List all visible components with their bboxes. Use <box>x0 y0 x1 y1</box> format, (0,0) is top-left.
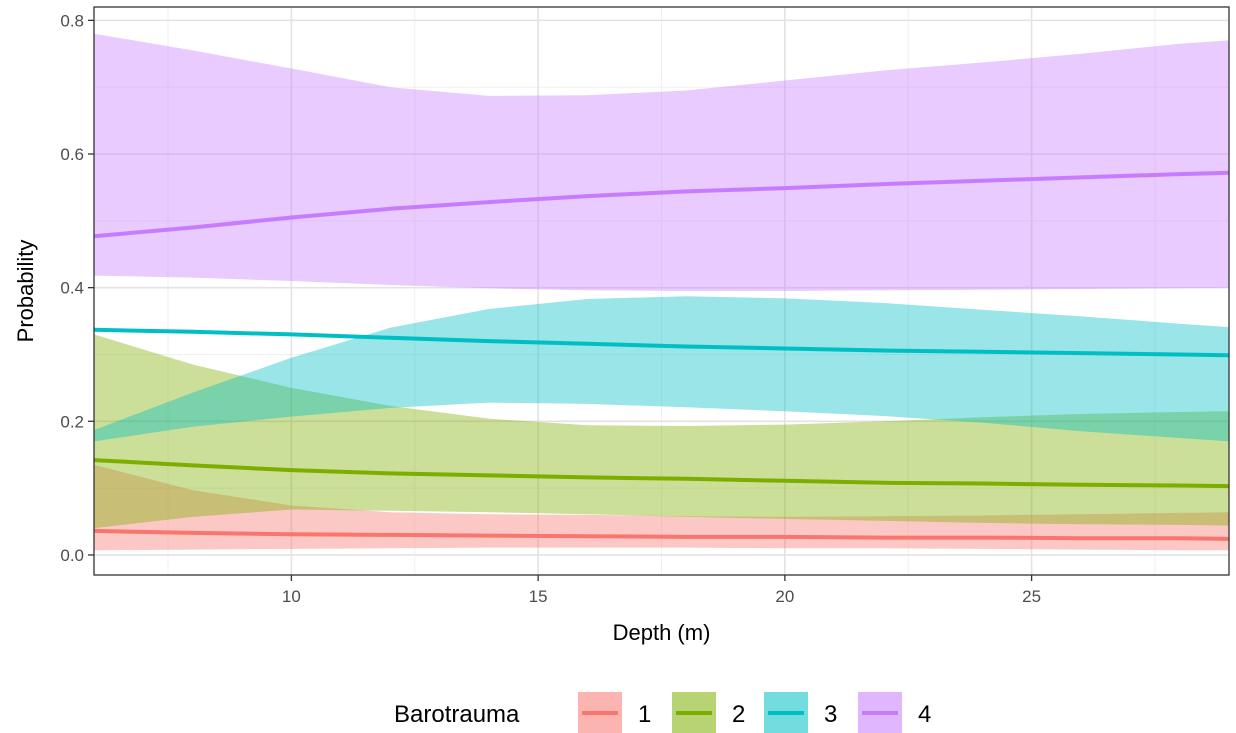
ribbon-series-1 <box>94 464 1229 551</box>
x-tick-label: 25 <box>1022 587 1041 606</box>
legend-title: Barotrauma <box>394 701 520 728</box>
ribbon-series-4 <box>94 33 1229 291</box>
legend-label-3: 3 <box>824 701 837 728</box>
legend-label-4: 4 <box>918 701 931 728</box>
line-series-4 <box>93 170 1230 239</box>
line-series-2 <box>93 458 1230 489</box>
legend-label-2: 2 <box>732 701 745 728</box>
ribbon-series-2 <box>94 334 1229 529</box>
y-tick-label: 0.6 <box>60 145 84 164</box>
legend-label-1: 1 <box>638 701 651 728</box>
y-axis: 0.0 0.2 0.4 0.6 0.8 <box>60 11 94 565</box>
y-tick-label: 0.8 <box>60 11 84 30</box>
confidence-ribbons <box>94 33 1229 551</box>
x-axis: 10 15 20 25 <box>282 575 1041 606</box>
y-tick-label: 0.2 <box>60 412 84 431</box>
panel-border <box>93 6 1230 576</box>
x-tick-label: 20 <box>775 587 794 606</box>
y-tick-label: 0.4 <box>60 279 84 298</box>
legend-items: 1 2 3 4 <box>578 692 931 733</box>
x-axis-title: Depth (m) <box>613 620 711 645</box>
y-axis-title: Probability <box>13 240 38 343</box>
line-series-1 <box>93 528 1230 541</box>
x-tick-label: 15 <box>529 587 548 606</box>
series-lines <box>93 170 1230 541</box>
grid-major <box>94 7 1229 575</box>
line-series-3 <box>93 327 1230 358</box>
x-tick-label: 10 <box>282 587 301 606</box>
y-tick-label: 0.0 <box>60 546 84 565</box>
ribbon-series-3 <box>94 296 1229 442</box>
legend: Barotrauma 1 2 3 4 <box>394 692 931 733</box>
